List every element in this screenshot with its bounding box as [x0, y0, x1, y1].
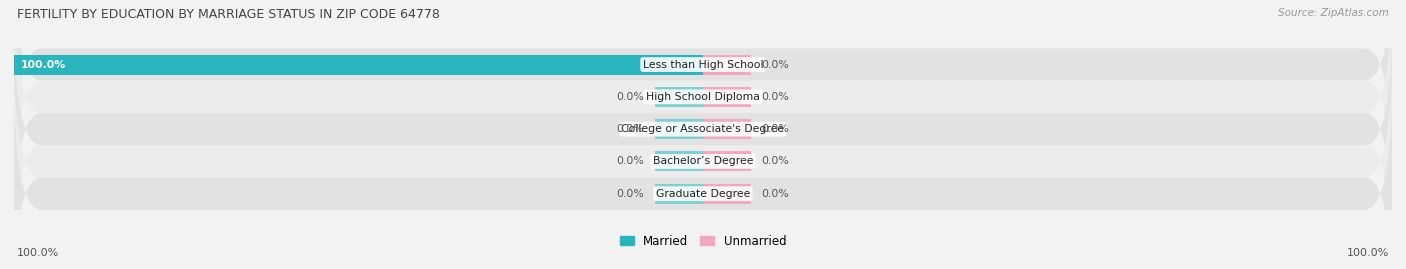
Text: 0.0%: 0.0% — [762, 59, 789, 70]
Text: 0.0%: 0.0% — [762, 124, 789, 134]
Bar — [655, 151, 703, 171]
Legend: Married, Unmarried: Married, Unmarried — [614, 230, 792, 252]
Text: 0.0%: 0.0% — [762, 156, 789, 167]
Text: FERTILITY BY EDUCATION BY MARRIAGE STATUS IN ZIP CODE 64778: FERTILITY BY EDUCATION BY MARRIAGE STATU… — [17, 8, 440, 21]
Text: High School Diploma: High School Diploma — [647, 92, 759, 102]
Bar — [703, 119, 751, 139]
Text: 0.0%: 0.0% — [617, 189, 644, 199]
Text: 100.0%: 100.0% — [21, 59, 66, 70]
Text: Graduate Degree: Graduate Degree — [655, 189, 751, 199]
FancyBboxPatch shape — [14, 16, 1392, 242]
Text: College or Associate's Degree: College or Associate's Degree — [621, 124, 785, 134]
Text: Bachelor’s Degree: Bachelor’s Degree — [652, 156, 754, 167]
Bar — [703, 55, 751, 75]
Text: 0.0%: 0.0% — [617, 156, 644, 167]
Text: 0.0%: 0.0% — [617, 124, 644, 134]
Bar — [655, 87, 703, 107]
FancyBboxPatch shape — [14, 0, 1392, 178]
Text: 0.0%: 0.0% — [762, 92, 789, 102]
Bar — [655, 119, 703, 139]
FancyBboxPatch shape — [14, 0, 1392, 210]
Bar — [655, 184, 703, 204]
Text: Source: ZipAtlas.com: Source: ZipAtlas.com — [1278, 8, 1389, 18]
Bar — [703, 184, 751, 204]
Bar — [703, 151, 751, 171]
Text: 100.0%: 100.0% — [17, 248, 59, 258]
Text: 0.0%: 0.0% — [617, 92, 644, 102]
FancyBboxPatch shape — [14, 81, 1392, 269]
Text: Less than High School: Less than High School — [643, 59, 763, 70]
Text: 100.0%: 100.0% — [1347, 248, 1389, 258]
Text: 0.0%: 0.0% — [762, 189, 789, 199]
Bar — [703, 87, 751, 107]
Bar — [14, 55, 703, 75]
FancyBboxPatch shape — [14, 48, 1392, 269]
